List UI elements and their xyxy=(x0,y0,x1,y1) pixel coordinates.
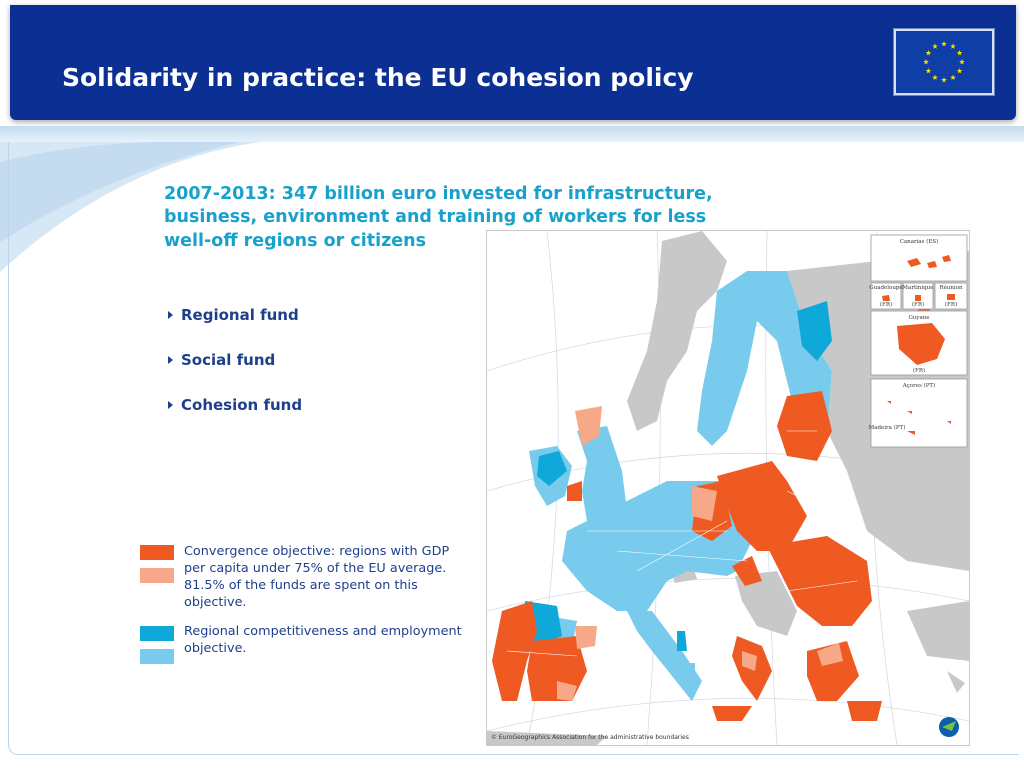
bullet-label: Regional fund xyxy=(181,306,299,324)
inset-label-acores: Açores (PT) xyxy=(902,382,935,389)
headline-line-2: business, environment and training of wo… xyxy=(164,207,707,227)
eu-flag-star xyxy=(950,74,956,81)
inset-label-martinique: Martinique xyxy=(902,285,933,291)
inset-label-guyane-fr: (FR) xyxy=(913,367,925,374)
bullet-regional-fund: Regional fund xyxy=(168,306,299,324)
eu-flag-star xyxy=(932,43,938,49)
inset-label-fr-1: (FR) xyxy=(880,301,892,308)
map-phasing-out-regions xyxy=(557,406,843,701)
inset-label-canarias: Canarias (ES) xyxy=(900,238,939,245)
inset-label-fr-2: (FR) xyxy=(912,301,924,308)
map-phasing-in-regions xyxy=(525,301,832,651)
map-region-boundaries xyxy=(506,430,858,657)
eu-flag-star xyxy=(932,74,938,81)
eu-flag-star xyxy=(941,41,947,47)
legend-text-convergence: Convergence objective: regions with GDP … xyxy=(184,544,450,610)
map-convergence-regions xyxy=(492,306,957,721)
bullet-cohesion-fund: Cohesion fund xyxy=(168,396,302,414)
inset-label-guadeloupe: Guadeloupe xyxy=(869,285,902,291)
bullet-arrow-icon xyxy=(168,401,173,409)
decorative-swoosh xyxy=(0,142,260,272)
eu-flag-star xyxy=(925,68,932,74)
content-frame xyxy=(8,142,1019,755)
legend-swatch-phasing-out xyxy=(140,568,174,583)
map-copyright-credit: © EuroGeographics Association for the ad… xyxy=(491,734,689,741)
slide-header: Solidarity in practice: the EU cohesion … xyxy=(10,5,1016,120)
headline: 2007-2013: 347 billion euro invested for… xyxy=(164,183,804,251)
bullet-label: Cohesion fund xyxy=(181,396,303,414)
eu-flag-stars xyxy=(923,41,965,83)
eu-flag-star xyxy=(956,50,963,56)
eu-flag-star xyxy=(923,59,929,65)
header-underbar xyxy=(0,126,1024,142)
eu-flag-icon xyxy=(894,29,994,95)
slide-title: Solidarity in practice: the EU cohesion … xyxy=(62,63,694,92)
eu-compass-logo-icon xyxy=(939,717,959,737)
headline-line-3: well-off regions or citizens xyxy=(164,231,427,251)
eu-flag-star xyxy=(956,68,963,74)
bullet-arrow-icon xyxy=(168,356,173,364)
bullet-label: Social fund xyxy=(181,351,276,369)
eu-flag-star xyxy=(950,43,956,49)
map-canvas: Canarias (ES) Guadeloupe Martinique Réun… xyxy=(487,231,969,745)
eu-flag-star xyxy=(925,50,932,56)
eu-flag-star xyxy=(959,59,965,65)
inset-label-reunion: Réunion xyxy=(939,284,963,291)
inset-label-fr-3: (FR) xyxy=(945,301,957,308)
bullet-arrow-icon xyxy=(168,311,173,319)
eu-flag-star xyxy=(941,77,947,83)
legend-swatch-competitiveness-phasing-in xyxy=(140,626,174,641)
inset-label-guyane: Guyane xyxy=(908,315,929,321)
eu-regions-map: Canarias (ES) Guadeloupe Martinique Réun… xyxy=(486,230,970,746)
legend-swatch-competitiveness xyxy=(140,649,174,664)
headline-line-1: 2007-2013: 347 billion euro invested for… xyxy=(164,184,713,204)
bullet-social-fund: Social fund xyxy=(168,351,275,369)
inset-label-madeira: Madeira (PT) xyxy=(869,424,906,431)
legend-swatch-convergence xyxy=(140,545,174,560)
legend-text-competitiveness: Regional competitiveness and employment … xyxy=(184,624,462,656)
map-inset-territories xyxy=(882,255,955,435)
